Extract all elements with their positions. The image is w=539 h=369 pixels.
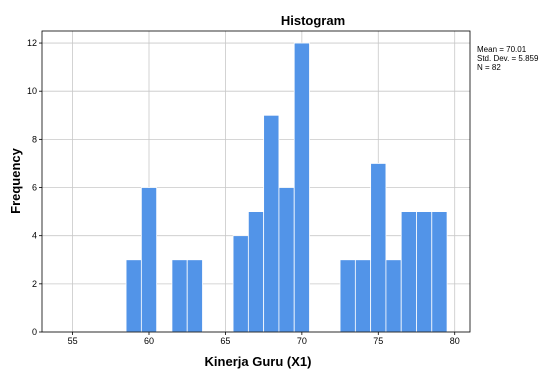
y-tick-label: 0 xyxy=(32,327,37,337)
histogram-bar xyxy=(140,187,158,333)
y-tick-label: 4 xyxy=(32,231,37,241)
y-tick-label: 12 xyxy=(27,38,37,48)
chart-title: Histogram xyxy=(281,13,345,28)
histogram-bar xyxy=(278,187,295,333)
histogram-bar xyxy=(339,259,356,333)
histogram-bar xyxy=(186,259,203,333)
stats-std-dev: Std. Dev. = 5.859 xyxy=(477,54,539,63)
histogram-bar xyxy=(385,259,402,333)
x-axis-label: Kinerja Guru (X1) xyxy=(205,354,312,369)
x-tick-label: 75 xyxy=(373,336,383,346)
x-tick-label: 60 xyxy=(144,336,154,346)
stats-mean: Mean = 70.01 xyxy=(477,45,527,54)
stats-n: N = 82 xyxy=(477,63,501,72)
histogram-bar xyxy=(263,114,280,333)
histogram-bar xyxy=(247,211,265,333)
x-tick-label: 65 xyxy=(220,336,230,346)
histogram-bar xyxy=(171,259,188,333)
x-tick-label: 70 xyxy=(297,336,307,346)
histogram-bar xyxy=(400,211,417,333)
y-tick-label: 2 xyxy=(32,279,37,289)
plot-frame xyxy=(41,30,471,333)
y-tick-label: 6 xyxy=(32,183,37,193)
y-axis-label: Frequency xyxy=(8,147,23,214)
y-tick-label: 10 xyxy=(27,86,37,96)
histogram-bar xyxy=(232,235,249,333)
histogram-bar xyxy=(370,163,387,333)
histogram-bar xyxy=(354,259,372,333)
histogram-bar xyxy=(416,211,433,333)
tick-labels: 55 60 65 70 75 80 0 2 4 6 8 10 12 xyxy=(27,38,460,346)
histogram-bar xyxy=(293,42,310,333)
x-tick-label: 80 xyxy=(450,336,460,346)
stats-box: Mean = 70.01 Std. Dev. = 5.859 N = 82 xyxy=(477,45,538,72)
histogram-bar xyxy=(125,259,142,333)
x-tick-label: 55 xyxy=(68,336,78,346)
bars xyxy=(125,42,448,333)
histogram-bar xyxy=(431,211,448,333)
y-tick-label: 8 xyxy=(32,134,37,144)
